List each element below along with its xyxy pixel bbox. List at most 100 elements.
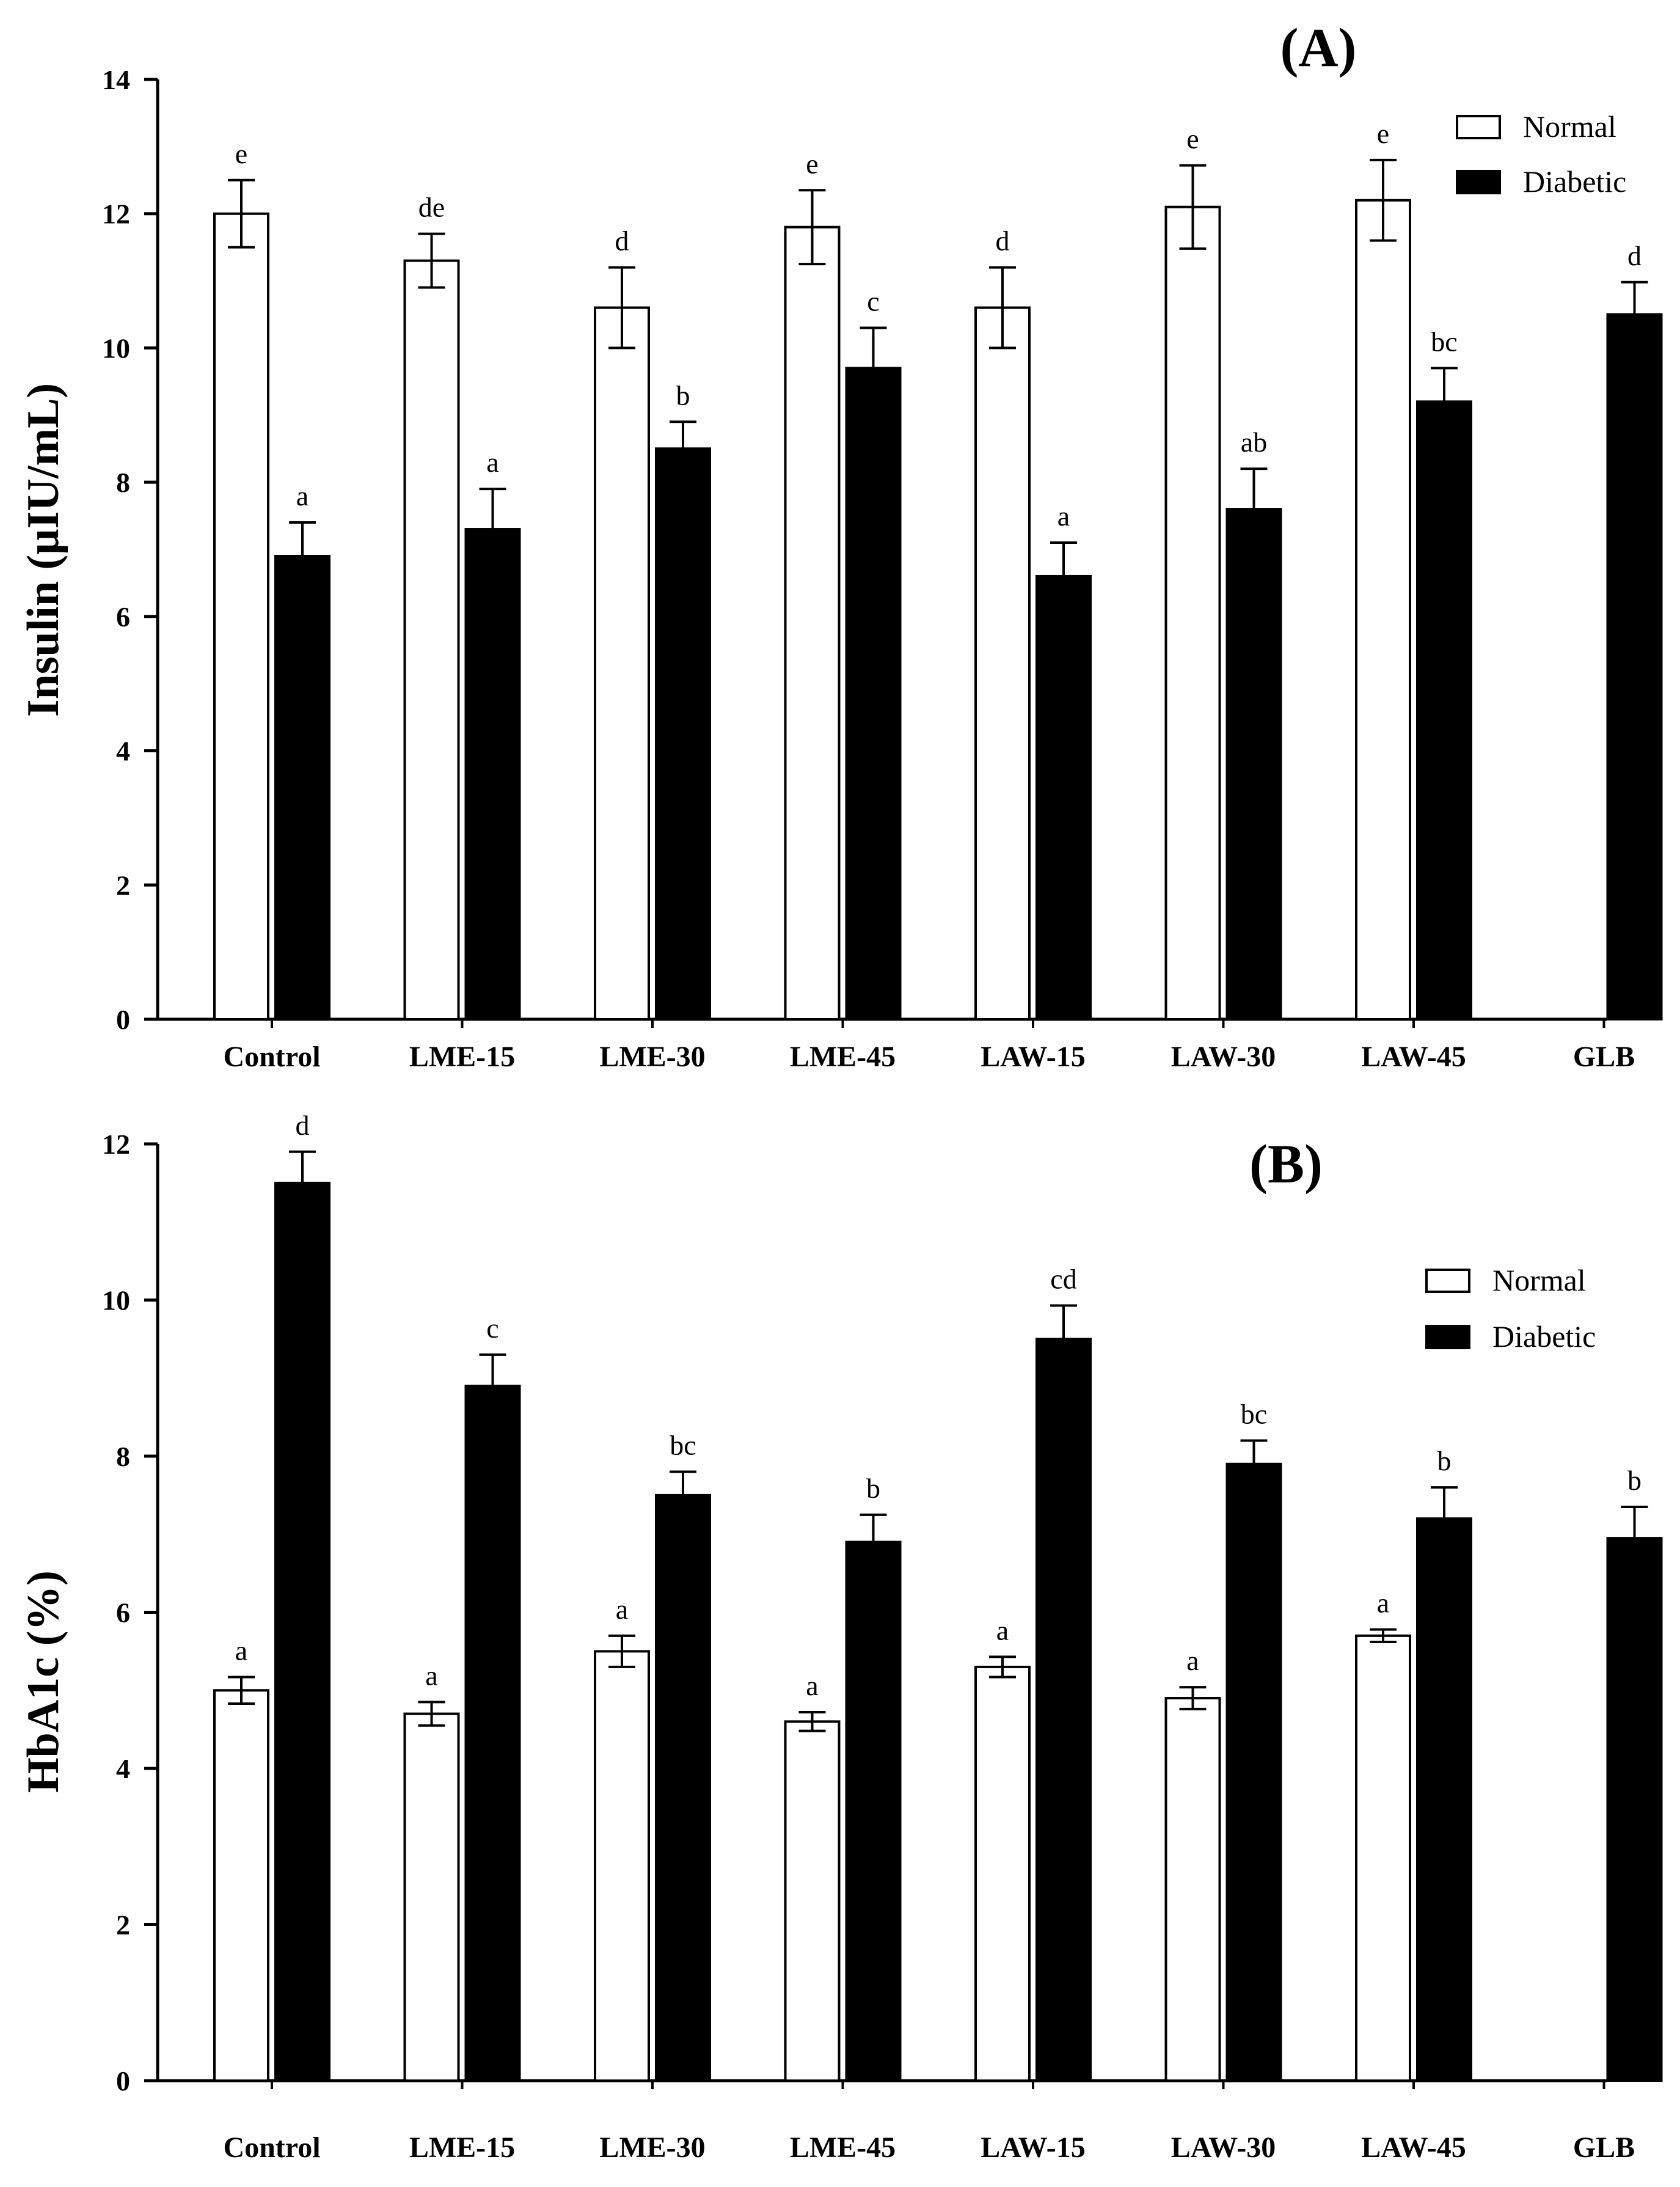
x-category-label: Control (223, 2131, 320, 2164)
bar-diabetic (464, 528, 521, 1020)
significance-letter: de (418, 192, 445, 223)
x-category-label: LME-15 (409, 1041, 515, 1073)
bar-normal (403, 259, 460, 1021)
y-tick-label: 0 (116, 1004, 130, 1035)
y-tick-label: 6 (116, 1597, 130, 1628)
bar-diabetic (845, 367, 902, 1020)
bar-diabetic (1606, 1537, 1663, 2082)
legend-label-normal: Normal (1523, 109, 1616, 144)
y-tick-label: 12 (102, 1129, 130, 1160)
x-category-label: Control (223, 1041, 320, 1073)
bar-diabetic (655, 447, 711, 1020)
x-category-label: LAW-15 (981, 2131, 1086, 2164)
significance-letter: e (1186, 123, 1199, 155)
significance-letter: b (676, 379, 690, 411)
x-category-label: LME-45 (790, 1041, 896, 1073)
panel-1-legend: Normal Diabetic (1425, 1263, 1596, 1354)
bar-diabetic (1606, 313, 1663, 1020)
bar-diabetic (464, 1385, 521, 2082)
y-tick-label: 8 (116, 1441, 130, 1472)
bar-normal (1355, 199, 1411, 1021)
bar-normal (213, 1689, 269, 2082)
bar-diabetic (1225, 508, 1282, 1020)
bar-normal (1164, 205, 1221, 1021)
panel-b-label: (B) (1249, 1134, 1323, 1195)
bar-diabetic (274, 554, 331, 1020)
y-tick-label: 10 (102, 1285, 130, 1316)
bar-normal (784, 225, 841, 1021)
y-tick-label: 2 (116, 870, 130, 901)
bar-diabetic (1225, 1462, 1282, 2082)
significance-letter: a (486, 447, 499, 478)
significance-letter: a (996, 1614, 1009, 1646)
bar-normal (594, 1650, 650, 2082)
significance-letter: e (1377, 118, 1389, 149)
legend-label-diabetic: Diabetic (1492, 1319, 1596, 1354)
x-category-label: LME-45 (790, 2131, 896, 2164)
x-category-label: LAW-15 (981, 1041, 1086, 1073)
significance-letter: bc (670, 1430, 696, 1461)
significance-letter: a (806, 1670, 818, 1701)
bar-normal (403, 1712, 460, 2082)
significance-letter: d (1627, 240, 1642, 271)
panel-a-y-axis-title: Insulin (µIU/mL) (18, 383, 68, 717)
panel-a-insulin-chart: (A) Insulin (µIU/mL) 0 2 4 6 8 10 12 14 Control e… (18, 18, 1663, 1073)
panel-0-legend: Normal Diabetic (1456, 109, 1626, 199)
x-category-label: LME-30 (599, 1041, 705, 1073)
y-tick-label: 12 (102, 199, 130, 230)
significance-letter: d (296, 1110, 310, 1141)
significance-letter: c (867, 285, 879, 317)
x-category-label: LME-30 (599, 2131, 705, 2164)
significance-letter: b (1627, 1465, 1642, 1496)
y-tick-label: 4 (116, 736, 130, 767)
significance-letter: e (806, 148, 818, 179)
legend-swatch-diabetic (1425, 1325, 1470, 1349)
y-tick-label: 2 (116, 1910, 130, 1941)
legend-swatch-diabetic (1456, 170, 1501, 194)
legend-label-diabetic: Diabetic (1523, 164, 1626, 199)
significance-letter: c (486, 1313, 499, 1344)
bar-diabetic (274, 1181, 331, 2082)
legend-swatch-normal (1456, 115, 1501, 139)
significance-letter: cd (1050, 1263, 1076, 1294)
bar-normal (1355, 1634, 1411, 2082)
significance-letter: a (1057, 500, 1070, 532)
x-category-label: GLB (1573, 2131, 1635, 2164)
bar-normal (974, 306, 1031, 1020)
significance-letter: ab (1241, 427, 1267, 458)
legend-label-normal: Normal (1492, 1263, 1586, 1297)
significance-letter: a (296, 480, 309, 511)
significance-letter: d (996, 225, 1010, 257)
bar-diabetic (1035, 574, 1092, 1020)
x-category-label: LAW-45 (1361, 2131, 1466, 2164)
y-tick-label: 0 (116, 2065, 130, 2097)
x-category-label: LAW-30 (1171, 2131, 1276, 2164)
y-tick-label: 8 (116, 467, 130, 498)
significance-letter: e (235, 138, 247, 169)
bar-normal (594, 306, 650, 1020)
bar-diabetic (1416, 400, 1472, 1020)
bar-diabetic (845, 1540, 902, 2082)
bar-diabetic (655, 1493, 711, 2082)
significance-letter: a (616, 1594, 628, 1625)
panel-b-y-axis-title: HbA1c (%) (18, 1570, 68, 1793)
bar-normal (1164, 1697, 1221, 2082)
significance-letter: a (1377, 1588, 1389, 1619)
legend-swatch-normal (1425, 1269, 1470, 1293)
y-tick-label: 14 (102, 64, 130, 95)
bar-normal (784, 1720, 841, 2083)
panel-b-hba1c-chart: (B) HbA1c (%) 0 2 4 6 8 10 12 Control a d LME-15 a c… (18, 1110, 1663, 2164)
significance-letter: b (866, 1473, 880, 1504)
significance-letter: a (235, 1635, 247, 1666)
y-tick-label: 10 (102, 332, 130, 364)
significance-letter: a (425, 1660, 437, 1691)
y-tick-label: 6 (116, 601, 130, 632)
y-tick-label: 4 (116, 1753, 130, 1784)
x-category-label: LAW-30 (1171, 1041, 1276, 1073)
bar-normal (974, 1665, 1031, 2083)
significance-letter: a (1186, 1645, 1199, 1676)
panel-a-label: (A) (1280, 18, 1357, 78)
significance-letter: d (615, 225, 629, 257)
significance-letter: bc (1431, 326, 1457, 357)
